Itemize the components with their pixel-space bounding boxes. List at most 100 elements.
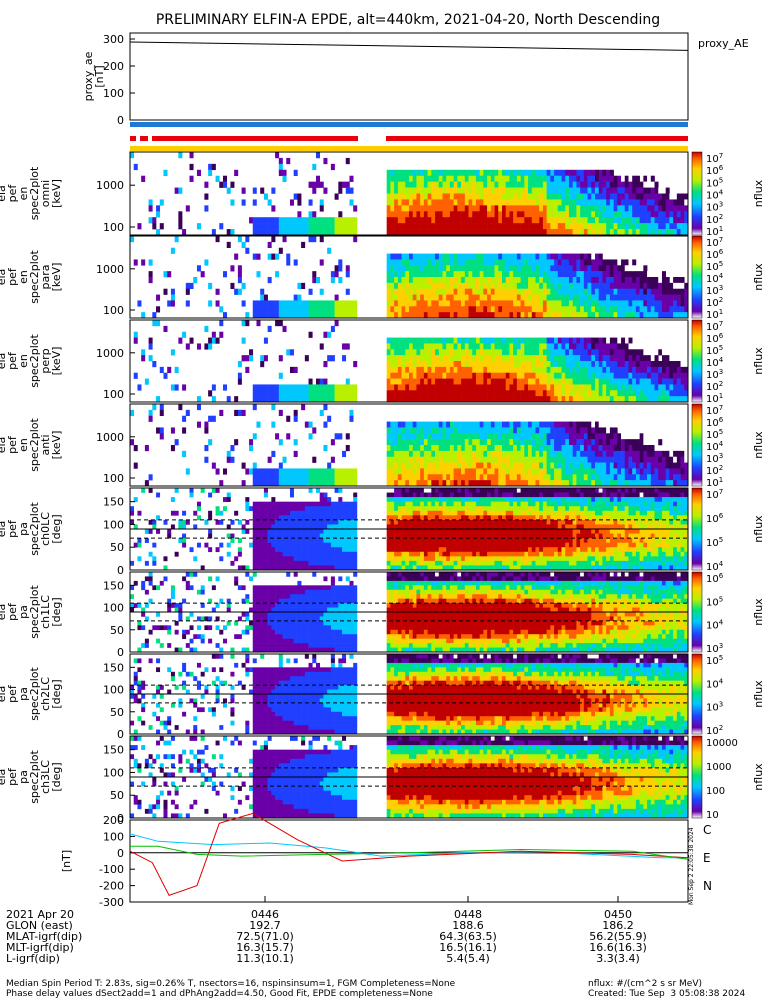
mag-series-C — [129, 833, 688, 859]
colorbar-label: nflux — [752, 431, 765, 459]
colorbar-tick-label: 100 — [706, 786, 725, 797]
colorbar-tick-label: 107 — [706, 488, 723, 501]
mag-component-label: C — [703, 823, 711, 837]
panel-ylabel: [deg] — [50, 597, 63, 626]
panel-ylabel: ela — [0, 521, 8, 538]
y-tick-label: 0 — [117, 114, 124, 127]
red-bar — [140, 136, 148, 141]
colorbar — [691, 653, 703, 735]
y-tick-label: 100 — [103, 830, 124, 843]
panel-proxy_ae: proxy_ae[nT] 300 200 100 0 proxy_AE — [82, 32, 749, 127]
panels: proxy_ae[nT]3002001000proxy_AEelapefensp… — [0, 32, 765, 909]
heatmap-en_perp — [133, 320, 689, 403]
panel-ylabel: spec2plot — [28, 334, 41, 388]
red-bar — [152, 136, 358, 141]
colorbar-tick-label: 104 — [706, 619, 724, 632]
colorbar-tick-label: 103 — [706, 701, 723, 714]
heatmap-pa_ch1 — [130, 572, 689, 653]
colorbar-tick-label: 104 — [706, 677, 724, 690]
panel-ylabel: para — [39, 265, 52, 290]
x-axis-value: 16.6(16.3) — [589, 941, 647, 954]
colorbar — [691, 403, 703, 487]
panel-frame — [129, 403, 689, 487]
colorbar-tick-label: 103 — [706, 201, 723, 214]
colorbar-label: nflux — [752, 515, 765, 543]
footer-line-1: Median Spin Period T: 2.83s, sig=0.26% T… — [6, 979, 456, 989]
footer-nflux: nflux: #/(cm^2 s sr MeV) — [588, 979, 702, 989]
panel-ylabel: ela — [0, 269, 8, 286]
panel-ylabel: spec2plot — [28, 166, 41, 220]
panel-ylabel: ela — [0, 604, 8, 621]
colorbar-tick-label: 105 — [706, 595, 723, 608]
panel-ylabel: pa — [17, 687, 30, 701]
mag-component-label: E — [703, 851, 711, 865]
panel-ylabel: [keV] — [50, 263, 63, 292]
panel-ylabel: pa — [17, 770, 30, 784]
y-tick-label: 100 — [103, 388, 124, 401]
colorbar-label: nflux — [752, 680, 765, 708]
y-tick-label: 200 — [103, 814, 124, 827]
panel-ylabel: [deg] — [50, 679, 63, 708]
x-axis-value: 192.7 — [249, 919, 281, 932]
colorbar — [691, 319, 703, 403]
heatmap-en_para — [130, 236, 689, 319]
mag-series-E — [129, 812, 689, 897]
panel-ylabel: pef — [6, 519, 19, 538]
panel-ylabel: omni — [39, 180, 52, 207]
x-axis-value: 16.5(16.1) — [439, 941, 497, 954]
y-tick-label: 100 — [103, 602, 124, 615]
y-tick-label: 1000 — [96, 179, 124, 192]
panel-ylabel: pef — [6, 602, 19, 621]
panel-ylabel: spec2plot — [28, 250, 41, 304]
heatmap-pa_ch0 — [130, 488, 689, 571]
blue-bar — [130, 122, 688, 127]
colorbar-tick-label: 105 — [706, 536, 723, 549]
panel-ylabel: en — [17, 187, 30, 201]
y-tick-label: 0 — [117, 812, 124, 825]
panel-ylabel: pef — [6, 351, 19, 370]
panel-ylabel: [nT] — [60, 850, 73, 872]
y-tick-label: 100 — [103, 684, 124, 697]
y-tick-label: 150 — [103, 496, 124, 509]
panel-ylabel: ela — [0, 686, 8, 703]
panel-ylabel: ch2LC — [39, 677, 52, 711]
colorbar-tick-label: 105 — [706, 176, 723, 189]
x-row-label: GLON (east) — [6, 919, 73, 932]
colorbar-tick-label: 104 — [706, 189, 724, 202]
y-tick-label: 50 — [110, 624, 124, 637]
y-tick-label: 100 — [103, 518, 124, 531]
panel-ylabel: spec2plot — [28, 502, 41, 556]
y-tick-label: 50 — [110, 789, 124, 802]
panel-ylabel: pa — [17, 605, 30, 619]
colorbar — [691, 487, 703, 571]
panel-frame — [129, 319, 689, 403]
y-tick-label: 50 — [110, 541, 124, 554]
y-tick-label: 150 — [103, 661, 124, 674]
red-bar — [130, 136, 136, 141]
colorbar-label: nflux — [752, 598, 765, 626]
colorbar-label: nflux — [752, 347, 765, 375]
colorbar-tick-label: 106 — [706, 572, 724, 585]
side-timestamp: Mon Sep 2 22:05:38 2024 — [688, 827, 695, 905]
y-tick-label: 100 — [103, 221, 124, 234]
panel-ylabel: en — [17, 354, 30, 368]
panel-ylabel: pef — [6, 767, 19, 786]
x-axis-value: 64.3(63.5) — [439, 930, 497, 943]
legend-proxy-ae: proxy_AE — [698, 37, 749, 50]
panel-ylabel: spec2plot — [28, 667, 41, 721]
series-proxy-ae — [129, 41, 689, 51]
y-tick-label: 1000 — [96, 347, 124, 360]
panel-ylabel: anti — [39, 434, 52, 455]
y-tick-label: 0 — [117, 646, 124, 659]
x-axis-value: 5.4(5.4) — [446, 952, 490, 965]
mag-series-N — [130, 845, 689, 860]
x-axis-value: 188.6 — [452, 919, 484, 932]
panel-ylabel: pef — [6, 267, 19, 286]
x-row-label: 2021 Apr 20 — [6, 908, 74, 921]
